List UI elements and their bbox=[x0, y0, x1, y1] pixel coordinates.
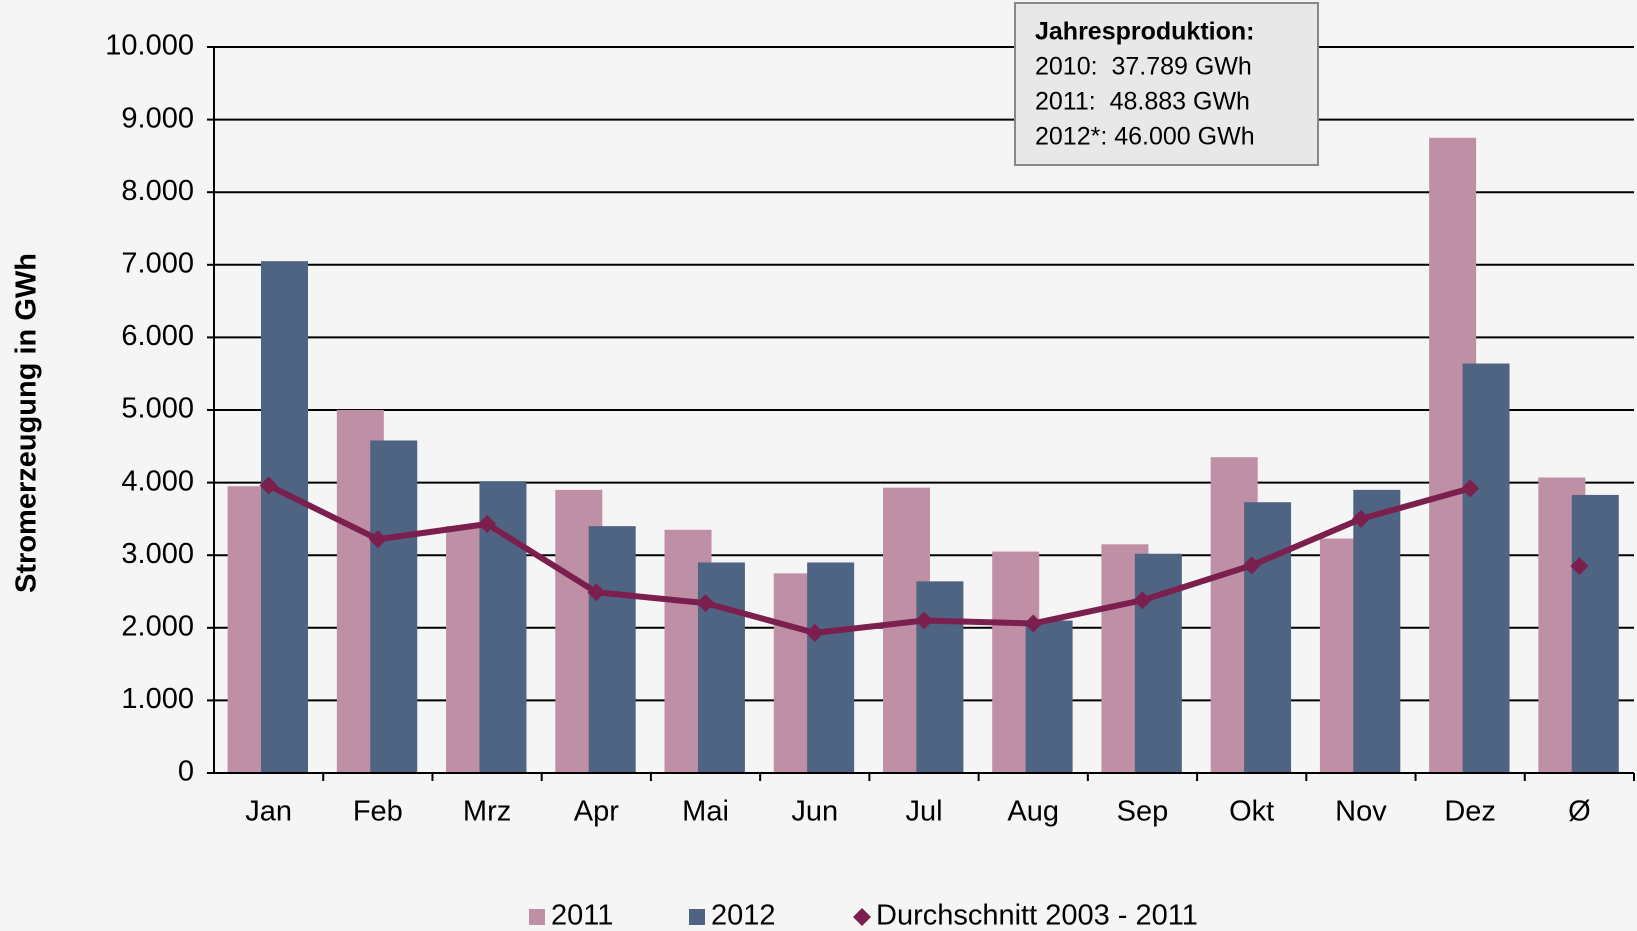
y-tick-label: 10.000 bbox=[105, 30, 194, 62]
x-tick-label: Aug bbox=[1007, 796, 1059, 828]
x-tick-label: Okt bbox=[1229, 796, 1274, 828]
y-tick-label: 9.000 bbox=[121, 102, 194, 134]
y-axis-title: Stromerzeugung in GWh bbox=[11, 253, 43, 593]
legend-marker bbox=[853, 908, 871, 926]
marker bbox=[696, 594, 715, 613]
legend-swatch bbox=[689, 909, 705, 925]
marker bbox=[259, 476, 278, 495]
bar bbox=[1244, 502, 1292, 773]
marker bbox=[1242, 556, 1261, 575]
marker bbox=[915, 611, 933, 630]
bar bbox=[1462, 363, 1510, 773]
annotation-title: Jahresproduktion: bbox=[1035, 18, 1254, 46]
marker bbox=[1570, 557, 1589, 576]
marker bbox=[478, 514, 497, 533]
marker bbox=[587, 583, 606, 602]
marker bbox=[1024, 614, 1043, 633]
legend-swatch bbox=[529, 909, 545, 925]
y-tick-label: 6.000 bbox=[121, 320, 194, 352]
x-tick-label: Sep bbox=[1117, 796, 1169, 828]
annotation-line: 2012*: 46.000 GWh bbox=[1035, 123, 1255, 151]
x-tick-label: Apr bbox=[574, 796, 619, 828]
annotation-line: 2011: 48.883 GWh bbox=[1035, 88, 1250, 116]
marker bbox=[805, 623, 824, 642]
y-tick-label: 2.000 bbox=[121, 610, 194, 642]
x-tick-label: Jul bbox=[905, 796, 942, 828]
bar bbox=[1353, 489, 1401, 773]
bar bbox=[588, 526, 636, 773]
bar bbox=[370, 440, 418, 773]
y-tick-label: 0 bbox=[178, 756, 194, 788]
x-tick-label: Jan bbox=[245, 796, 292, 828]
x-tick-label: Mai bbox=[682, 796, 729, 828]
marker bbox=[1461, 479, 1480, 498]
x-tick-label: Jun bbox=[791, 796, 838, 828]
legend-label: 2012 bbox=[711, 900, 776, 931]
bar bbox=[697, 562, 745, 773]
line bbox=[267, 482, 1471, 636]
x-tick-label: Mrz bbox=[463, 796, 511, 828]
legend-label: Durchschnitt 2003 - 2011 bbox=[876, 900, 1198, 931]
annotation-box bbox=[1014, 2, 1319, 166]
marker bbox=[1133, 591, 1152, 610]
x-tick-label: Ø bbox=[1568, 796, 1591, 828]
y-tick-label: 4.000 bbox=[121, 465, 194, 497]
bar bbox=[261, 261, 308, 773]
marker bbox=[1351, 509, 1370, 528]
x-tick-label: Feb bbox=[353, 796, 403, 828]
y-tick-label: 5.000 bbox=[121, 393, 194, 425]
y-tick-label: 3.000 bbox=[121, 538, 194, 570]
x-tick-label: Dez bbox=[1444, 796, 1496, 828]
legend-label: 2011 bbox=[551, 900, 613, 931]
annotation: Jahresproduktion: 2010: 37.789 GWh 2011: 4… bbox=[1014, 2, 1319, 166]
y-tick-label: 1.000 bbox=[121, 683, 194, 715]
x-tick-label: Nov bbox=[1335, 796, 1387, 828]
y-tick-label: 7.000 bbox=[121, 247, 194, 279]
bar bbox=[1025, 620, 1073, 773]
bar bbox=[1571, 494, 1619, 773]
bar bbox=[807, 562, 855, 773]
marker bbox=[368, 530, 387, 549]
bar bbox=[1134, 553, 1182, 773]
y-tick-label: 8.000 bbox=[121, 175, 194, 207]
bar bbox=[916, 581, 964, 773]
annotation-line: 2010: 37.789 GWh bbox=[1035, 53, 1252, 81]
